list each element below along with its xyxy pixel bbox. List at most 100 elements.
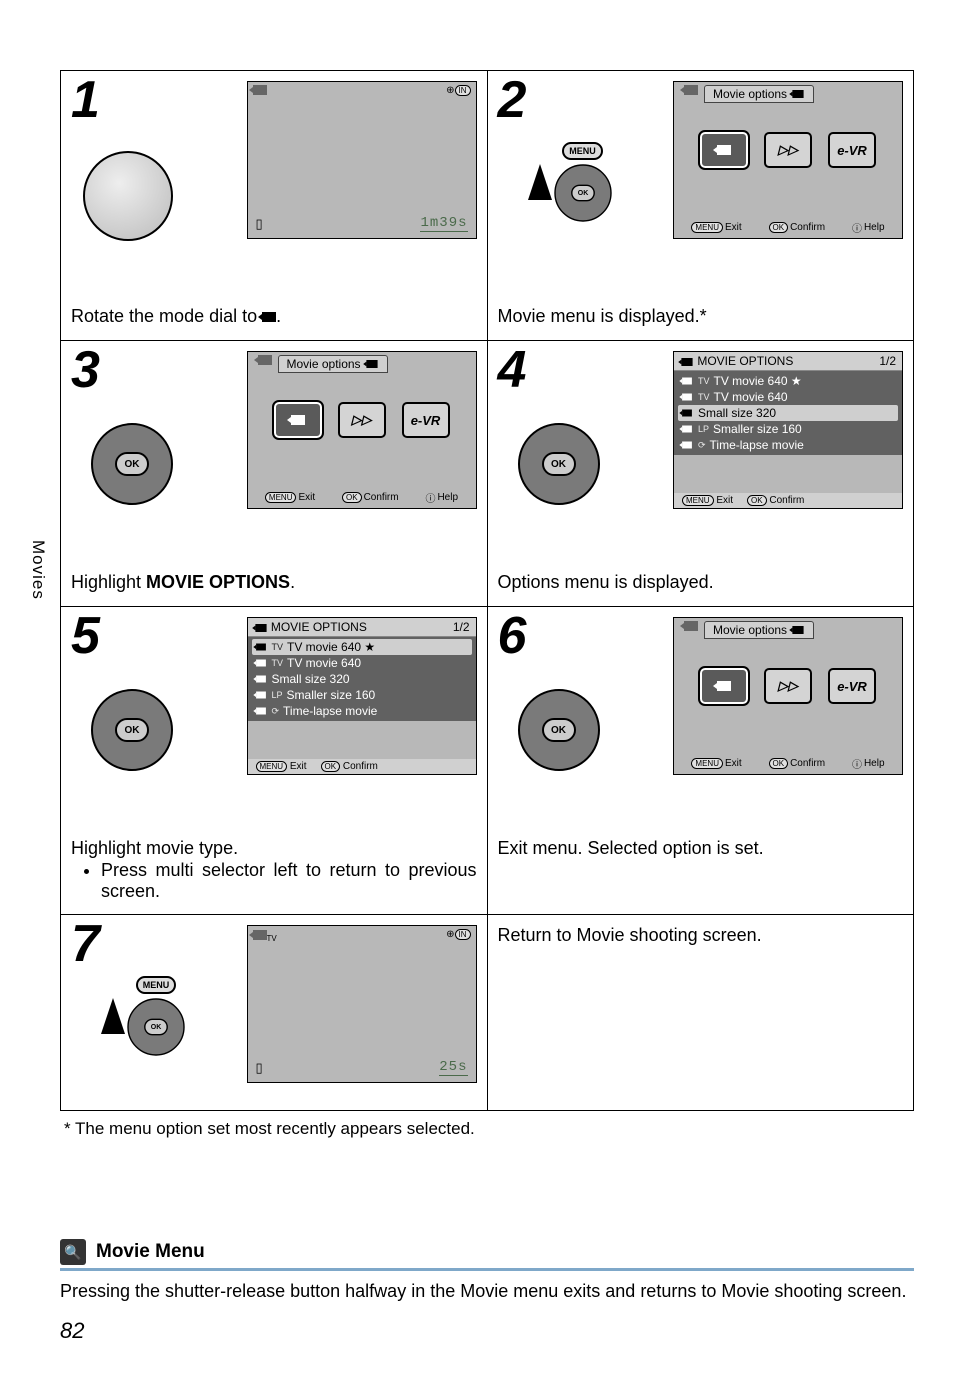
multi-selector-icon: OK <box>518 423 600 505</box>
option-autofocus-icon: ▷▷ <box>338 402 386 438</box>
step-7: 7 TV ⊕IN ▯ 25s MENU OK <box>61 915 488 1110</box>
lcd-title: Movie options <box>704 621 814 639</box>
list-item: LPSmaller size 160 <box>252 687 472 703</box>
step-2: 2 Movie options ▷▷ e-VR MENUExit OKConfi… <box>488 71 914 340</box>
steps-grid: 1 ⊕IN ▯ 1m39s Rotate the mode dial to . … <box>60 70 914 1111</box>
lcd-list-body: TVTV movie 640 ★TVTV movie 640Small size… <box>248 637 476 721</box>
in-indicator: ⊕IN <box>446 929 470 943</box>
lcd-bottom-bar: MENUExit OKConfirm ⓘHelp <box>674 220 902 235</box>
step-caption: Highlight MOVIE OPTIONS. <box>71 570 477 594</box>
arrow-up-icon <box>101 998 125 1034</box>
lcd-screen: MOVIE OPTIONS 1/2 TVTV movie 640 ★TVTV m… <box>247 617 477 775</box>
step-caption: Exit menu. Selected option is set. <box>498 836 904 860</box>
step-number: 7 <box>71 921 100 968</box>
lcd-list-header: MOVIE OPTIONS 1/2 <box>674 352 902 371</box>
option-evr-icon: e-VR <box>828 668 876 704</box>
lcd-bottom-bar: MENU Exit OK Confirm <box>248 759 476 774</box>
list-item: Small size 320 <box>678 405 898 421</box>
step-number: 3 <box>71 347 100 394</box>
page-number: 82 <box>60 1318 914 1344</box>
step-5: 5 MOVIE OPTIONS 1/2 TVTV movie 640 ★TVTV… <box>61 607 488 914</box>
list-item: TVTV movie 640 ★ <box>252 639 472 655</box>
step-4: 4 MOVIE OPTIONS 1/2 TVTV movie 640 ★TVTV… <box>488 341 914 606</box>
bullet-item: Press multi selector left to return to p… <box>101 860 477 902</box>
lcd-bottom-bar: MENUExit OKConfirm ⓘHelp <box>674 756 902 771</box>
option-evr-icon: e-VR <box>828 132 876 168</box>
list-item: TVTV movie 640 ★ <box>678 373 898 389</box>
list-item: ⟳Time-lapse movie <box>678 437 898 453</box>
lcd-title: Movie options <box>278 355 388 373</box>
option-evr-icon: e-VR <box>402 402 450 438</box>
arrow-up-icon <box>528 164 552 200</box>
multi-selector-icon: OK <box>518 689 600 771</box>
time-counter: 1m39s <box>420 215 467 232</box>
section-header: 🔍 Movie Menu <box>60 1239 914 1271</box>
side-tab: Movies <box>28 540 48 600</box>
multi-selector-illustration: OK <box>518 423 628 533</box>
step-6: 6 Movie options ▷▷ e-VR MENUExit OKConfi… <box>488 607 914 914</box>
multi-selector-illustration: OK <box>91 423 201 533</box>
lcd-screen: TV ⊕IN ▯ 25s <box>247 925 477 1083</box>
option-movie-icon <box>274 402 322 438</box>
step-3: 3 Movie options ▷▷ e-VR MENUExit OKConfi… <box>61 341 488 606</box>
battery-icon: ▯ <box>256 1060 263 1076</box>
movie-mode-icon: TV <box>253 929 277 943</box>
lcd-screen: Movie options ▷▷ e-VR MENUExit OKConfirm… <box>673 617 903 775</box>
multi-selector-illustration: OK <box>91 689 201 799</box>
step-bullets: Press multi selector left to return to p… <box>101 860 477 902</box>
section-body: Pressing the shutter-release button half… <box>60 1279 914 1303</box>
step-number: 2 <box>498 77 527 124</box>
step-1: 1 ⊕IN ▯ 1m39s Rotate the mode dial to . <box>61 71 488 340</box>
step-number: 5 <box>71 613 100 660</box>
list-item: TVTV movie 640 <box>252 655 472 671</box>
movie-mode-icon <box>253 85 267 95</box>
menu-button-illustration: MENU OK <box>101 975 211 1085</box>
lcd-screen: Movie options ▷▷ e-VR MENUExit OKConfirm… <box>247 351 477 509</box>
time-counter: 25s <box>439 1059 467 1076</box>
step-caption: Return to Movie shooting screen. <box>498 923 904 947</box>
movie-mode-icon <box>684 85 698 95</box>
lcd-list-header: MOVIE OPTIONS 1/2 <box>248 618 476 637</box>
step-caption: Options menu is displayed. <box>498 570 904 594</box>
multi-selector-illustration: OK <box>518 689 628 799</box>
step-number: 6 <box>498 613 527 660</box>
step-caption: Highlight movie type. <box>71 836 477 860</box>
multi-selector-icon: OK <box>91 423 173 505</box>
lcd-list-body: TVTV movie 640 ★TVTV movie 640Small size… <box>674 371 902 455</box>
movie-mode-icon <box>684 621 698 631</box>
list-item: Small size 320 <box>252 671 472 687</box>
multi-selector-icon: OK <box>91 689 173 771</box>
movie-mode-icon <box>258 355 272 365</box>
icon-row: ▷▷ e-VR <box>674 668 902 704</box>
step-number: 4 <box>498 347 527 394</box>
menu-btn-icon: MENU <box>136 976 177 994</box>
icon-row: ▷▷ e-VR <box>248 402 476 438</box>
step-number: 1 <box>71 77 100 124</box>
icon-row: ▷▷ e-VR <box>674 132 902 168</box>
lcd-screen: ⊕IN ▯ 1m39s <box>247 81 477 239</box>
multi-selector-icon: OK <box>127 999 184 1056</box>
multi-selector-icon: OK <box>554 164 611 221</box>
option-movie-icon <box>700 668 748 704</box>
option-autofocus-icon: ▷▷ <box>764 668 812 704</box>
section-badge-icon: 🔍 <box>60 1239 86 1265</box>
list-item: LPSmaller size 160 <box>678 421 898 437</box>
step-caption: Rotate the mode dial to . <box>71 304 477 328</box>
list-item: ⟳Time-lapse movie <box>252 703 472 719</box>
mode-dial-illustration <box>83 151 193 261</box>
in-indicator: ⊕IN <box>446 85 470 96</box>
menu-btn-icon: MENU <box>562 142 603 160</box>
lcd-title: Movie options <box>704 85 814 103</box>
movie-menu-section: 🔍 Movie Menu Pressing the shutter-releas… <box>60 1239 914 1303</box>
lcd-bottom-bar: MENUExit OKConfirm ⓘHelp <box>248 490 476 505</box>
lcd-screen: Movie options ▷▷ e-VR MENUExit OKConfirm… <box>673 81 903 239</box>
step-7-text: Return to Movie shooting screen. <box>488 915 914 1110</box>
movie-icon <box>262 312 276 322</box>
footnote: * The menu option set most recently appe… <box>64 1119 914 1139</box>
lcd-screen: MOVIE OPTIONS 1/2 TVTV movie 640 ★TVTV m… <box>673 351 903 509</box>
list-item: TVTV movie 640 <box>678 389 898 405</box>
option-autofocus-icon: ▷▷ <box>764 132 812 168</box>
menu-button-illustration: MENU OK <box>528 141 638 251</box>
option-movie-icon <box>700 132 748 168</box>
section-title: Movie Menu <box>96 1241 205 1263</box>
